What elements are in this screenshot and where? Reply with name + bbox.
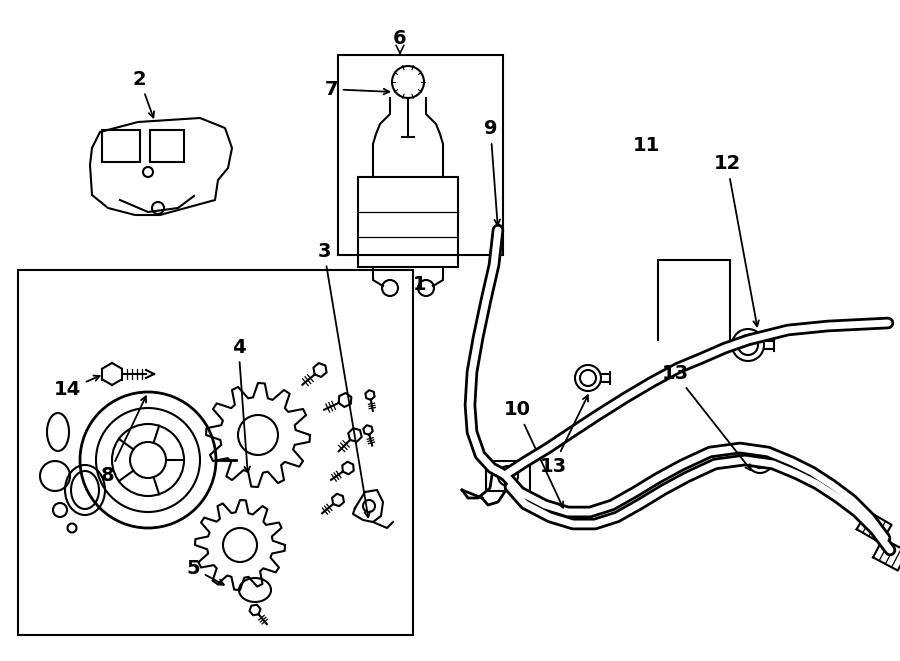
Text: 8: 8 [101,397,146,485]
Bar [150,130,184,162]
Text: 13: 13 [540,395,588,475]
Text: 3: 3 [317,242,370,518]
Bar [486,461,530,491]
Bar [102,130,140,162]
Text: 6: 6 [393,28,407,54]
Text: 1: 1 [413,276,427,295]
Text: 10: 10 [504,401,563,508]
Text: 4: 4 [231,338,250,472]
Bar [358,177,458,267]
Text: 12: 12 [714,155,759,327]
Text: 13: 13 [662,364,751,470]
Bar [18,270,413,635]
Text: 5: 5 [186,559,224,585]
Bar [338,55,503,255]
Text: 2: 2 [132,70,154,118]
Text: 11: 11 [633,136,660,155]
Text: 14: 14 [54,375,100,399]
Text: 7: 7 [324,80,389,98]
Text: 9: 9 [484,120,500,225]
